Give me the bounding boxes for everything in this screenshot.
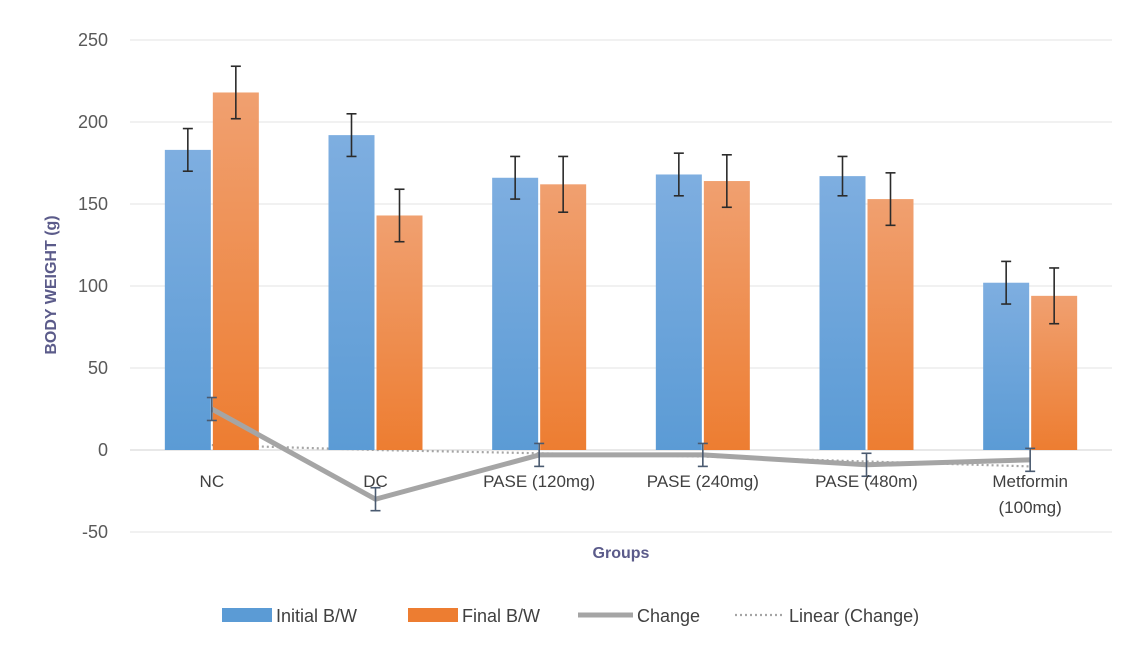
- final-bw-bar: [704, 181, 750, 450]
- legend-swatch: [222, 608, 272, 622]
- x-category-label: (100mg): [999, 498, 1062, 517]
- y-tick-label: -50: [82, 522, 108, 542]
- x-category-label: PASE (120mg): [483, 472, 595, 491]
- y-tick-label: 50: [88, 358, 108, 378]
- initial-bw-bar: [656, 174, 702, 450]
- x-category-label: NC: [200, 472, 225, 491]
- legend-label: Linear (Change): [789, 606, 919, 626]
- initial-bw-bar: [820, 176, 866, 450]
- y-tick-label: 250: [78, 30, 108, 50]
- legend-item: Final B/W: [408, 606, 540, 626]
- x-category-label: PASE (480m): [815, 472, 918, 491]
- legend-item: Linear (Change): [735, 606, 919, 626]
- legend-label: Change: [637, 606, 700, 626]
- x-axis-title: Groups: [593, 545, 650, 562]
- y-tick-label: 0: [98, 440, 108, 460]
- legend-item: Change: [578, 606, 700, 626]
- final-bw-bar: [213, 92, 259, 450]
- initial-bw-bar: [329, 135, 375, 450]
- legend-label: Initial B/W: [276, 606, 357, 626]
- y-axis-title: BODY WEIGHT (g): [43, 215, 60, 354]
- y-tick-label: 200: [78, 112, 108, 132]
- initial-bw-bar: [983, 283, 1029, 450]
- legend-label: Final B/W: [462, 606, 540, 626]
- initial-bw-bar: [492, 178, 538, 450]
- final-bw-bar: [868, 199, 914, 450]
- final-bw-bar: [377, 215, 423, 450]
- legend-swatch: [408, 608, 458, 622]
- x-category-label: Metformin: [992, 472, 1068, 491]
- legend: Initial B/W Final B/W Change Linear (Change…: [222, 606, 919, 626]
- x-category-label: PASE (240mg): [647, 472, 759, 491]
- y-tick-label: 150: [78, 194, 108, 214]
- x-category-label: DC: [363, 472, 388, 491]
- legend-item: Initial B/W: [222, 606, 357, 626]
- initial-bw-bar: [165, 150, 211, 450]
- final-bw-bar: [540, 184, 586, 450]
- y-tick-label: 100: [78, 276, 108, 296]
